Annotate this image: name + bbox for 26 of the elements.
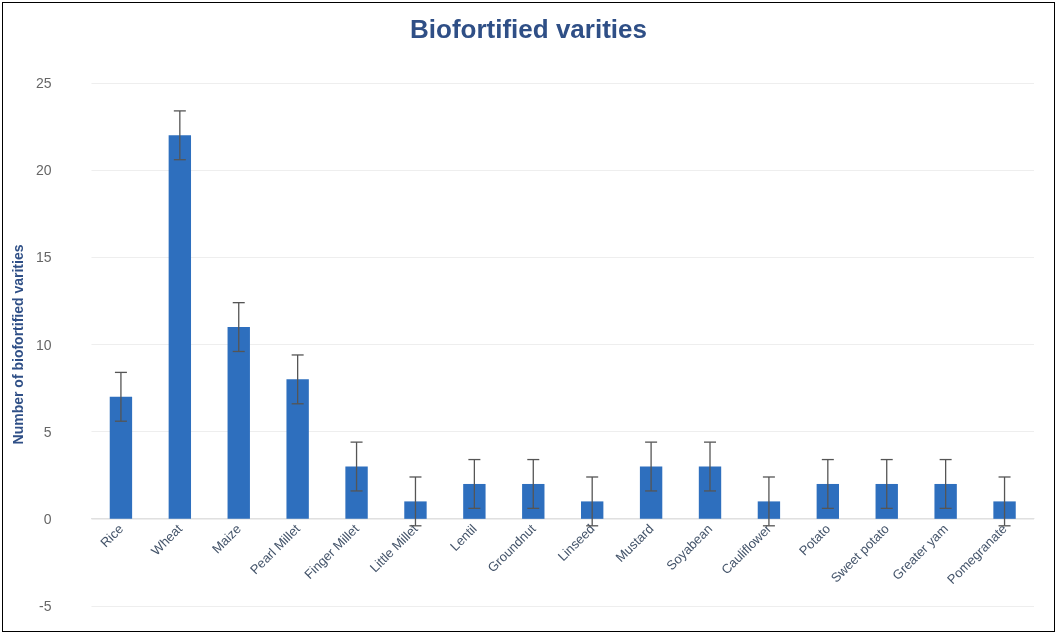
bar: [698, 466, 722, 519]
y-tick-label: 5: [43, 423, 52, 440]
y-tick-label: 20: [35, 162, 52, 179]
bar: [522, 483, 545, 519]
x-tick-label: Rice: [97, 521, 127, 551]
bar: [581, 501, 604, 519]
y-axis-title: Number of biofortified varities: [10, 244, 26, 445]
bar: [345, 466, 368, 519]
bar: [816, 483, 840, 519]
bar: [934, 483, 957, 519]
y-tick-label: -5: [39, 598, 52, 614]
y-tick-label: 10: [35, 336, 52, 353]
y-tick-label: 0: [43, 510, 52, 527]
bar: [404, 501, 427, 519]
bar: [227, 327, 250, 519]
bar: [993, 501, 1016, 519]
chart-title: Biofortified varities: [410, 14, 647, 44]
bar: [639, 466, 663, 519]
bar: [875, 483, 898, 519]
bar: [286, 379, 309, 519]
bar: [168, 135, 192, 519]
bar: [109, 396, 133, 519]
y-tick-label: 25: [35, 75, 52, 91]
y-tick-label: 15: [35, 249, 52, 266]
bar: [463, 483, 486, 519]
bar: [757, 501, 781, 519]
